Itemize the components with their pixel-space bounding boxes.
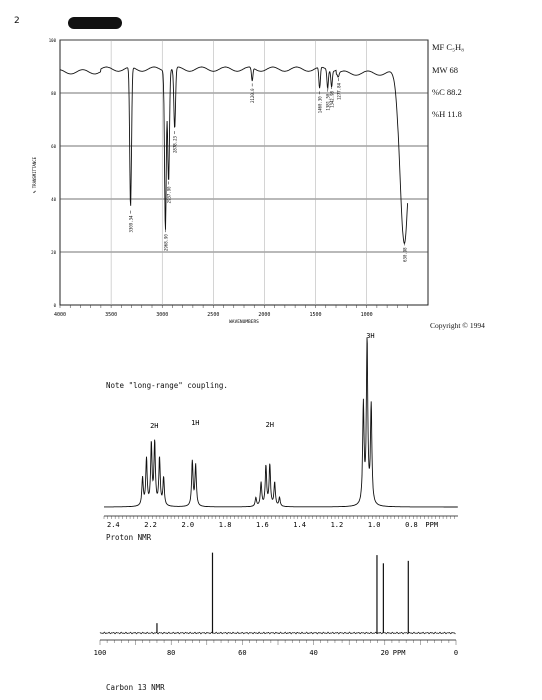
ir-y-tick-label: 40 bbox=[51, 197, 56, 202]
ir-x-tick-label: 2000 bbox=[258, 312, 270, 318]
ir-plot-frame bbox=[59, 39, 429, 306]
ir-peak-label: 2120.0 bbox=[250, 88, 255, 103]
proton-nmr-unit: PPM bbox=[425, 521, 438, 529]
ir-x-tick-label: 4000 bbox=[54, 312, 66, 318]
ir-x-tick-label: 2500 bbox=[207, 312, 219, 318]
page-number: 2 bbox=[14, 16, 20, 26]
proton-nmr-integration-label: 2H bbox=[266, 421, 274, 429]
proton-nmr-label: Proton NMR bbox=[106, 533, 152, 542]
coupling-note: Note "long-range" coupling. bbox=[106, 381, 228, 390]
proton-nmr-tick-label: 1.0 bbox=[368, 521, 381, 529]
ir-peak-label: 1277.84 bbox=[336, 83, 341, 100]
proton-nmr-tick-label: 1.8 bbox=[219, 521, 232, 529]
ir-peak-label: 2968.90 bbox=[163, 234, 168, 251]
carbon-nmr-baseline bbox=[99, 631, 456, 635]
ir-peak-label: 2878.23 bbox=[173, 136, 178, 153]
percent-hydrogen: %H 11.8 bbox=[432, 109, 462, 119]
molecular-weight: MW 68 bbox=[432, 65, 459, 75]
ir-x-tick-label: 3500 bbox=[105, 312, 117, 318]
ir-peak-label: 1460.30 bbox=[318, 96, 323, 113]
carbon-nmr-tick-label: 60 bbox=[238, 649, 246, 657]
proton-nmr-trace bbox=[104, 337, 458, 508]
carbon-nmr-tick-label: 80 bbox=[167, 649, 175, 657]
ir-x-tick-label: 1500 bbox=[310, 312, 322, 318]
ir-x-tick-label: 1000 bbox=[361, 312, 373, 318]
ir-trace bbox=[60, 66, 409, 245]
ir-peak-label: 1342.98 bbox=[330, 90, 335, 107]
ir-peak-label: 2937.90 bbox=[167, 186, 172, 203]
ir-peak-label: 3309.34 bbox=[129, 215, 134, 232]
proton-nmr-spectrum: 2.4 2.2 2.0 1.8 1.6 1.4 1.2 1.0 0.8 PPM 2H 1H 2H 3H bbox=[103, 332, 458, 529]
proton-nmr-integration-label: 3H bbox=[366, 332, 374, 340]
ir-y-tick-label: 0 bbox=[54, 303, 57, 308]
proton-nmr-tick-label: 2.2 bbox=[144, 521, 157, 529]
ir-y-tick-label: 20 bbox=[51, 250, 56, 255]
carbon-nmr-spectrum: 100 80 60 40 20 0 PPM bbox=[94, 552, 458, 657]
proton-nmr-tick-label: 1.4 bbox=[293, 521, 306, 529]
proton-nmr-tick-label: 1.6 bbox=[256, 521, 269, 529]
ir-y-tick-label: 60 bbox=[51, 144, 56, 149]
molecular-formula: MF C₅H₈ bbox=[432, 42, 465, 52]
copyright: Copyright © 1994 bbox=[430, 321, 485, 330]
proton-nmr-integration-label: 1H bbox=[191, 419, 199, 427]
ir-spectrum: 4000 3500 3000 2500 2000 1500 1000 100 80 60 40 20 0… bbox=[32, 38, 429, 325]
proton-nmr-integration-label: 2H bbox=[150, 422, 158, 430]
percent-carbon: %C 88.2 bbox=[432, 87, 462, 97]
ir-peak-label: 630.98 bbox=[402, 247, 407, 262]
carbon-nmr-label: Carbon 13 NMR bbox=[106, 683, 165, 692]
carbon-nmr-tick-label: 0 bbox=[454, 649, 458, 657]
redacted-block bbox=[68, 17, 122, 29]
proton-nmr-tick-label: 2.4 bbox=[107, 521, 120, 529]
proton-nmr-tick-label: 0.8 bbox=[405, 521, 418, 529]
carbon-nmr-tick-label: 20 bbox=[381, 649, 389, 657]
ir-x-tick-label: 3000 bbox=[156, 312, 168, 318]
carbon-nmr-tick-label: 100 bbox=[94, 649, 107, 657]
ir-y-tick-label: 100 bbox=[49, 38, 57, 43]
ir-y-tick-label: 80 bbox=[51, 91, 56, 96]
proton-nmr-tick-label: 1.2 bbox=[331, 521, 344, 529]
carbon-nmr-tick-label: 40 bbox=[309, 649, 317, 657]
ir-x-axis-label: WAVENUMBERS bbox=[229, 319, 259, 325]
ir-peak-label: 1381.50 bbox=[326, 93, 331, 110]
carbon-nmr-unit: PPM bbox=[393, 649, 406, 657]
proton-nmr-tick-label: 2.0 bbox=[182, 521, 195, 529]
ir-y-axis-label: % TRANSMITTANCE bbox=[32, 156, 37, 193]
